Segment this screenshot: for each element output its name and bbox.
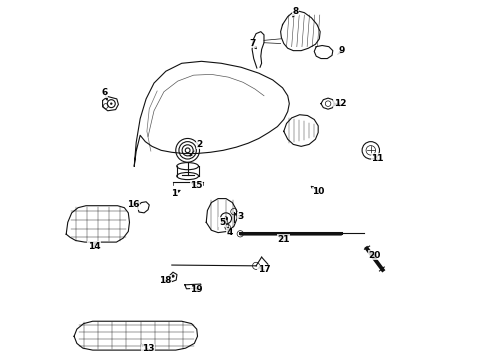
Text: 11: 11 — [371, 154, 384, 163]
Text: 20: 20 — [368, 251, 381, 260]
Text: 3: 3 — [237, 212, 244, 221]
Text: 14: 14 — [88, 242, 100, 251]
Text: 21: 21 — [277, 235, 290, 244]
Text: 17: 17 — [258, 265, 270, 274]
Text: 4: 4 — [227, 228, 233, 237]
Text: 6: 6 — [101, 89, 108, 98]
Text: 9: 9 — [339, 46, 345, 55]
Text: 18: 18 — [159, 276, 171, 285]
Text: 12: 12 — [334, 99, 346, 108]
Text: 19: 19 — [191, 285, 203, 294]
Text: 1: 1 — [172, 189, 178, 198]
Circle shape — [110, 103, 113, 105]
Text: 7: 7 — [249, 39, 255, 48]
Text: 2: 2 — [196, 140, 203, 149]
Circle shape — [172, 275, 174, 278]
Text: 16: 16 — [127, 201, 140, 210]
Text: 15: 15 — [191, 181, 203, 190]
Circle shape — [224, 216, 228, 220]
Text: 5: 5 — [219, 218, 225, 227]
Text: 10: 10 — [312, 187, 324, 196]
Text: 13: 13 — [142, 345, 154, 354]
Text: 8: 8 — [293, 6, 299, 15]
